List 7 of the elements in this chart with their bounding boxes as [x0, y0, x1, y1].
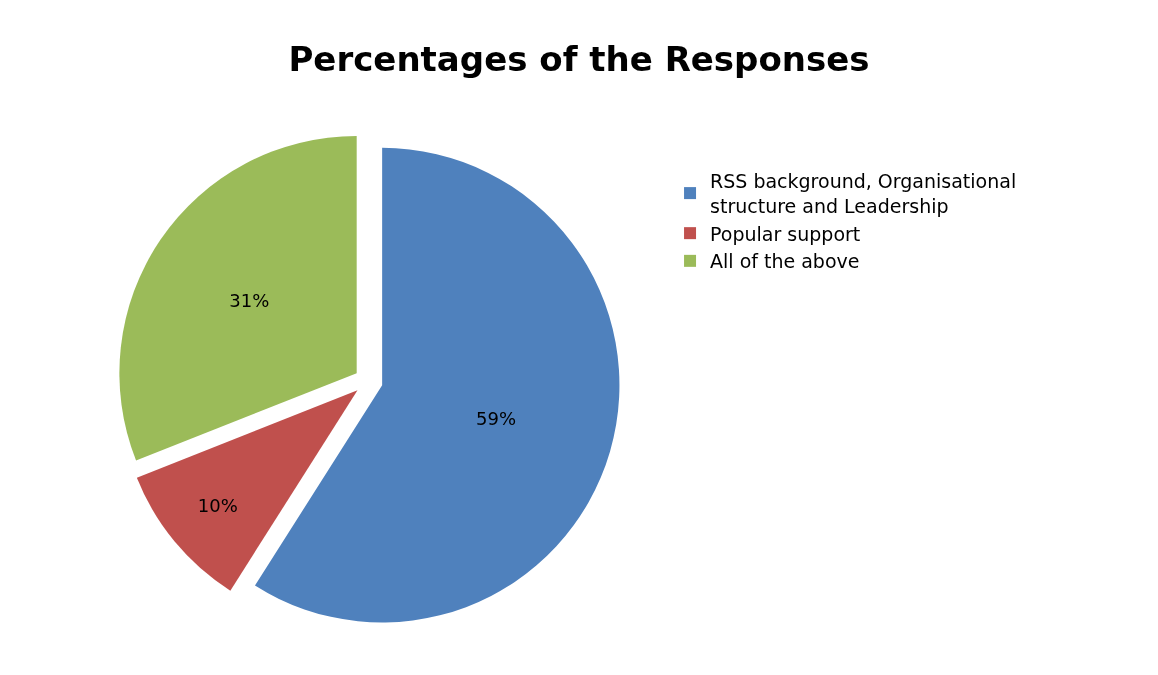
- data-label: 59%: [476, 407, 517, 429]
- data-label: 31%: [229, 289, 270, 311]
- legend-label: RSS background, Organisational structure and Leadership: [710, 170, 1017, 217]
- data-label: 10%: [197, 495, 238, 517]
- chart-title: Percentages of the Responses: [288, 39, 870, 80]
- legend-label: All of the above: [710, 250, 860, 273]
- legend-label: Popular support: [710, 222, 861, 245]
